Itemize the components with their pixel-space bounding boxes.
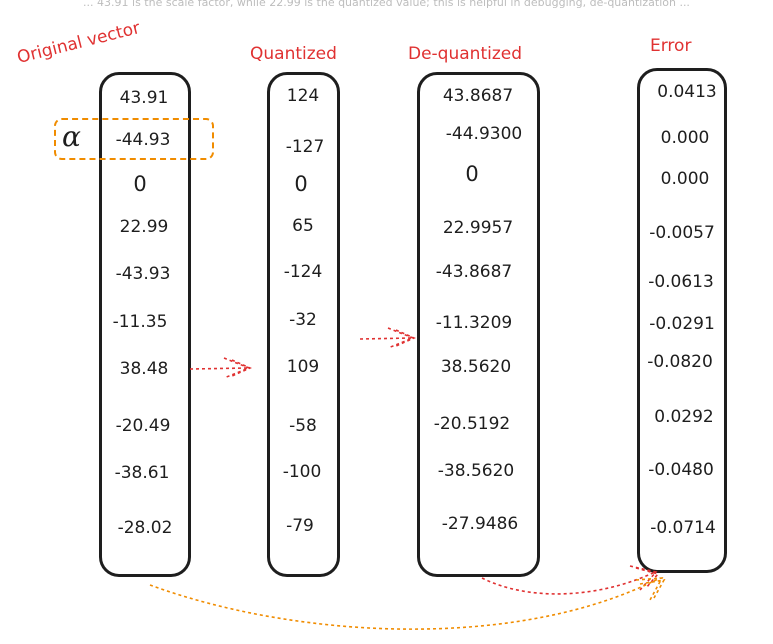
original-value: -38.61 bbox=[114, 463, 170, 483]
header-error: Error bbox=[650, 36, 692, 56]
quantized-value: 124 bbox=[286, 86, 320, 106]
quantized-value: 0 bbox=[294, 172, 308, 196]
error-value: -0.0480 bbox=[648, 460, 714, 480]
de-quantized-value: -20.5192 bbox=[433, 414, 511, 434]
quantized-value: -127 bbox=[285, 137, 325, 157]
arrow-de-quantized-to-error bbox=[481, 565, 660, 595]
error-value: 0.0413 bbox=[657, 82, 717, 102]
error-value: -0.0820 bbox=[647, 352, 713, 372]
quantized-value: -58 bbox=[289, 416, 317, 436]
error-column bbox=[637, 68, 727, 573]
original-value: 38.48 bbox=[119, 359, 169, 379]
original-value: -11.35 bbox=[112, 312, 168, 332]
original-vector-column bbox=[99, 72, 191, 577]
quantized-column bbox=[267, 72, 340, 577]
error-value: 0.0292 bbox=[654, 407, 714, 427]
de-quantized-value: 38.5620 bbox=[440, 357, 512, 377]
arrow-quantized-to-de-quantized bbox=[359, 327, 416, 349]
arrow-original-to-error bbox=[149, 577, 666, 630]
de-quantized-value: -38.5620 bbox=[437, 461, 515, 481]
de-quantized-value: -44.9300 bbox=[445, 124, 523, 144]
de-quantized-value: 43.8687 bbox=[442, 86, 514, 106]
quantized-value: -32 bbox=[289, 310, 317, 330]
de-quantized-column bbox=[417, 72, 540, 577]
error-value: -0.0291 bbox=[649, 314, 715, 334]
arrow-original-to-quantized bbox=[189, 357, 252, 379]
quantized-value: -124 bbox=[283, 262, 323, 282]
error-value: 0.000 bbox=[660, 128, 710, 148]
de-quantized-value: 0 bbox=[465, 162, 479, 186]
original-value: -43.93 bbox=[115, 264, 171, 284]
quantized-value: 65 bbox=[292, 216, 314, 236]
error-value: 0.000 bbox=[660, 169, 710, 189]
alpha-symbol: α bbox=[62, 120, 81, 153]
quantized-value: 109 bbox=[286, 357, 320, 377]
original-value: -28.02 bbox=[117, 518, 173, 538]
quantized-value: -100 bbox=[282, 462, 322, 482]
header-quantized: Quantized bbox=[250, 44, 337, 64]
original-value: -20.49 bbox=[115, 416, 171, 436]
error-value: -0.0613 bbox=[648, 272, 714, 292]
original-value: -44.93 bbox=[115, 130, 171, 150]
de-quantized-value: 22.9957 bbox=[442, 218, 514, 238]
original-value: 43.91 bbox=[119, 88, 169, 108]
original-value: 0 bbox=[133, 172, 147, 196]
header-de-quantized: De-quantized bbox=[408, 44, 523, 64]
de-quantized-value: -43.8687 bbox=[435, 262, 513, 282]
quantized-value: -79 bbox=[286, 516, 314, 536]
de-quantized-value: -11.3209 bbox=[435, 313, 513, 333]
error-value: -0.0057 bbox=[649, 223, 715, 243]
original-value: 22.99 bbox=[119, 217, 169, 237]
caption-text: ... 43.91 is the scale factor, while 22.… bbox=[83, 0, 690, 9]
error-value: -0.0714 bbox=[650, 518, 716, 538]
alpha-highlight-box bbox=[54, 118, 214, 160]
de-quantized-value: -27.9486 bbox=[441, 514, 519, 534]
